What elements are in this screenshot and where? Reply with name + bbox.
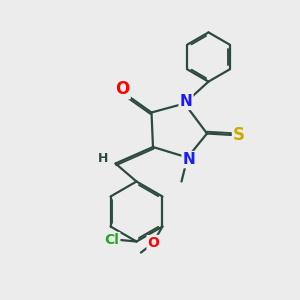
Text: O: O xyxy=(115,80,130,98)
Text: S: S xyxy=(233,126,245,144)
Text: Cl: Cl xyxy=(104,233,119,247)
Text: N: N xyxy=(180,94,192,109)
Text: N: N xyxy=(183,152,195,167)
Text: O: O xyxy=(148,236,159,250)
Text: H: H xyxy=(98,152,108,166)
